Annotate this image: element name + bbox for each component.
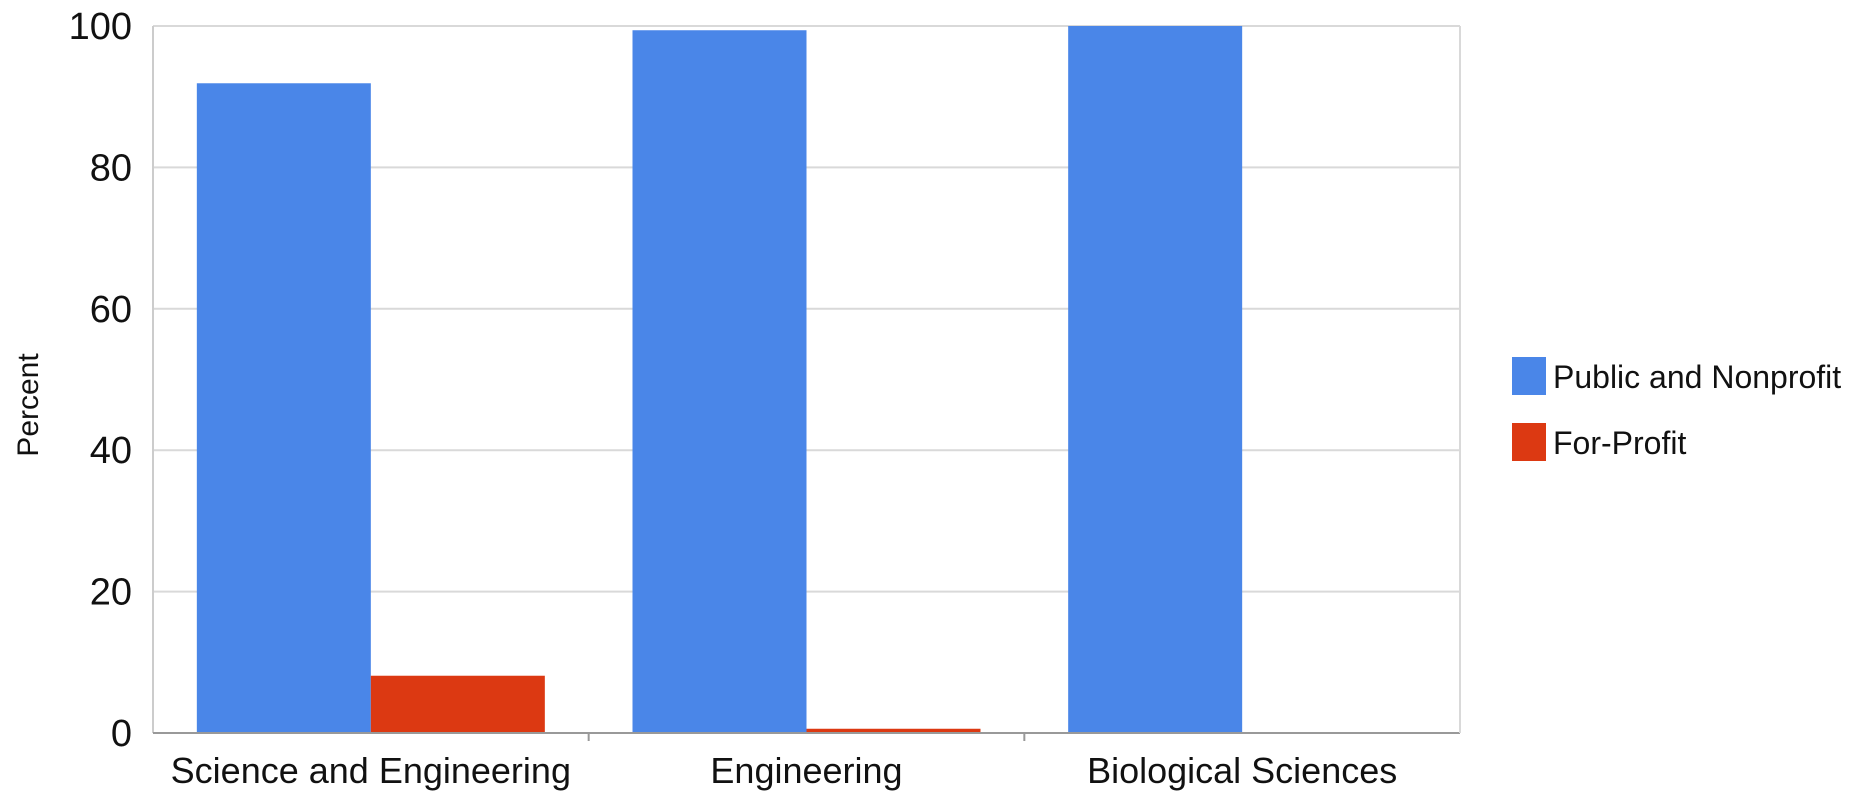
legend-label: For-Profit (1553, 425, 1686, 461)
y-tick-labels: 0 20 40 60 80 100 (69, 6, 132, 755)
x-category-label: Engineering (710, 750, 902, 791)
x-category-label: Science and Engineering (171, 750, 571, 791)
bar-public-and-nonprofit-0 (196, 83, 371, 734)
axes (152, 26, 1461, 741)
bar-public-and-nonprofit-2 (1068, 26, 1243, 733)
legend-swatch (1512, 423, 1546, 461)
y-tick-label: 40 (90, 430, 132, 472)
y-tick-label: 20 (90, 572, 132, 614)
legend: Public and Nonprofit For-Profit (1512, 357, 1841, 461)
y-axis-title: Percent (12, 353, 45, 457)
legend-swatch (1512, 357, 1546, 395)
bar-for-profit-1 (806, 728, 981, 733)
y-tick-label: 100 (69, 6, 132, 48)
y-tick-label: 60 (90, 289, 132, 331)
y-tick-label: 0 (111, 713, 132, 755)
x-category-label: Biological Sciences (1087, 750, 1397, 791)
legend-label: Public and Nonprofit (1553, 359, 1841, 395)
bar-for-profit-0 (370, 675, 545, 733)
bars (196, 26, 1243, 734)
y-tick-label: 80 (90, 147, 132, 189)
bar-public-and-nonprofit-1 (632, 30, 807, 733)
x-category-labels: Science and Engineering Engineering Biolog… (171, 750, 1398, 791)
